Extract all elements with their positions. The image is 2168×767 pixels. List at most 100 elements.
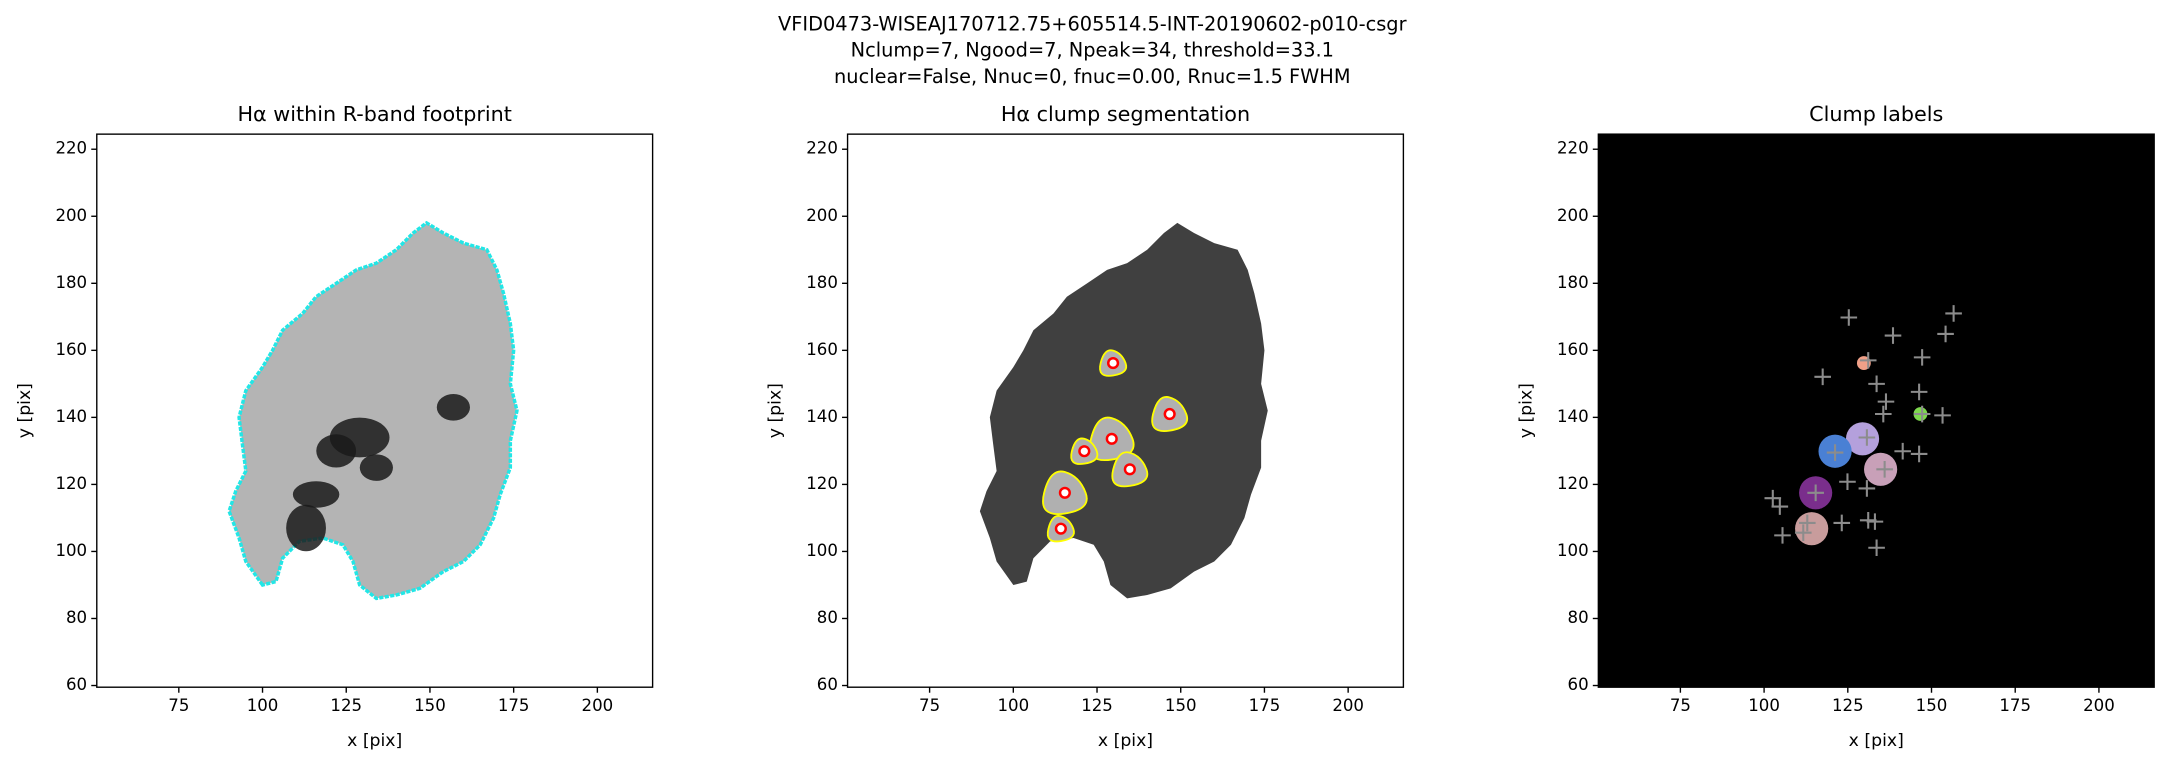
y-tick-label: 180 (806, 273, 838, 292)
y-tick-label: 200 (55, 206, 87, 225)
peak-marker (1826, 444, 1844, 461)
image (1764, 305, 1962, 557)
y-tick-label: 220 (55, 139, 87, 158)
emission-knot (316, 434, 357, 468)
y-tick-label: 140 (806, 407, 838, 426)
image (227, 220, 519, 601)
x-axis-label: x [pix] (347, 731, 402, 751)
peak-marker (1945, 305, 1962, 322)
peak-marker (1839, 473, 1856, 491)
x-axis-label: x [pix] (1849, 731, 1904, 751)
axes-frame (846, 133, 1405, 688)
peak-marker (1910, 445, 1928, 463)
peak-marker (1858, 480, 1876, 497)
y-tick-label: 60 (66, 675, 87, 694)
peak-marker (1807, 484, 1824, 502)
peak-marker (1866, 513, 1884, 530)
clump-marker (1078, 445, 1091, 458)
y-tick-label: 220 (806, 139, 838, 158)
clump-marker (1058, 486, 1071, 499)
chart-title: Hα within R-band footprint (237, 102, 511, 126)
emission-knot (286, 504, 326, 552)
peak-marker (1876, 461, 1893, 478)
peak-marker (1771, 498, 1789, 515)
x-tick-label: 175 (1249, 696, 1281, 715)
y-tick-label: 200 (806, 206, 838, 225)
y-tick-label: 180 (1557, 273, 1589, 292)
peak-marker (1937, 325, 1954, 343)
panel: 75 100 125 150 175 200 60 80 100 120 140 160 180 200 2… (1516, 102, 2155, 751)
y-tick-label: 60 (817, 675, 838, 694)
clump-region (1845, 422, 1880, 456)
peak-marker (1868, 375, 1885, 393)
y-tick-label: 80 (66, 608, 87, 627)
x-tick-label: 75 (1670, 696, 1691, 715)
clump-marker (1163, 407, 1176, 421)
x-tick-label: 100 (997, 696, 1029, 715)
y-tick-label: 160 (55, 340, 87, 359)
plot-background (1598, 134, 2155, 688)
x-tick-label: 125 (330, 696, 362, 715)
y-tick-label: 200 (1557, 206, 1589, 225)
clump-marker (1123, 463, 1136, 476)
emission-knot (292, 481, 340, 508)
y-tick-label: 220 (1557, 139, 1589, 158)
peak-marker (1774, 527, 1791, 544)
y-tick-label: 60 (1568, 675, 1589, 694)
peak-marker (1877, 393, 1895, 410)
x-tick-label: 150 (414, 696, 446, 715)
y-tick-label: 160 (806, 340, 838, 359)
y-tick-label: 120 (1557, 474, 1589, 493)
chart-title: Hα clump segmentation (1001, 102, 1250, 126)
clump-marker (1107, 356, 1120, 370)
axes-frame (1597, 133, 2155, 688)
panel: 75 100 125 150 175 200 60 80 100 120 140 160 180 200 2… (766, 102, 1405, 751)
y-tick-label: 180 (55, 273, 87, 292)
panel: 75 100 125 150 175 200 60 80 100 120 140 160 180 200 2… (15, 102, 654, 751)
clump-marker (1054, 522, 1067, 535)
y-tick-label: 100 (1557, 541, 1589, 560)
y-axis-label: y [pix] (766, 383, 786, 438)
y-axis-label: y [pix] (1516, 383, 1536, 438)
x-tick-label: 150 (1916, 696, 1948, 715)
peak-marker (1884, 327, 1902, 344)
peak-marker (1840, 309, 1858, 326)
peak-marker (1910, 383, 1928, 401)
y-tick-label: 160 (1557, 340, 1589, 359)
x-tick-label: 125 (1081, 696, 1113, 715)
peak-marker (1794, 524, 1812, 541)
peak-marker (1764, 489, 1782, 507)
emission-knot (359, 454, 393, 481)
y-tick-label: 80 (1568, 608, 1589, 627)
peak-marker (1859, 352, 1877, 369)
x-tick-label: 175 (498, 696, 530, 715)
peak-marker (1875, 405, 1892, 423)
y-tick-label: 100 (55, 541, 87, 560)
figure-title: nuclear=False, Nnuc=0, fnuc=0.00, Rnuc=1… (834, 65, 1350, 88)
y-tick-label: 100 (806, 541, 838, 560)
peak-marker (1894, 442, 1912, 460)
x-tick-label: 100 (1748, 696, 1780, 715)
peak-marker (1934, 407, 1951, 424)
x-tick-label: 150 (1165, 696, 1197, 715)
x-tick-label: 100 (247, 696, 279, 715)
peak-marker (1858, 429, 1876, 446)
peak-marker (1913, 405, 1931, 423)
x-tick-label: 200 (2083, 696, 2115, 715)
clump-marker (1105, 432, 1118, 445)
x-axis-label: x [pix] (1098, 731, 1153, 751)
image (979, 222, 1268, 599)
chart-title: Clump labels (1809, 102, 1943, 126)
peak-marker (1798, 514, 1816, 532)
x-tick-label: 200 (1332, 696, 1364, 715)
y-axis-label: y [pix] (15, 383, 35, 438)
figure-title: Nclump=7, Ngood=7, Npeak=34, threshold=3… (851, 39, 1334, 62)
y-tick-label: 120 (55, 474, 87, 493)
peak-marker (1868, 539, 1885, 557)
y-tick-label: 120 (806, 474, 838, 493)
figure-title: VFID0473-WISEAJ170712.75+605514.5-INT-20… (778, 12, 1407, 35)
x-tick-label: 125 (1832, 696, 1864, 715)
x-tick-label: 75 (168, 696, 189, 715)
